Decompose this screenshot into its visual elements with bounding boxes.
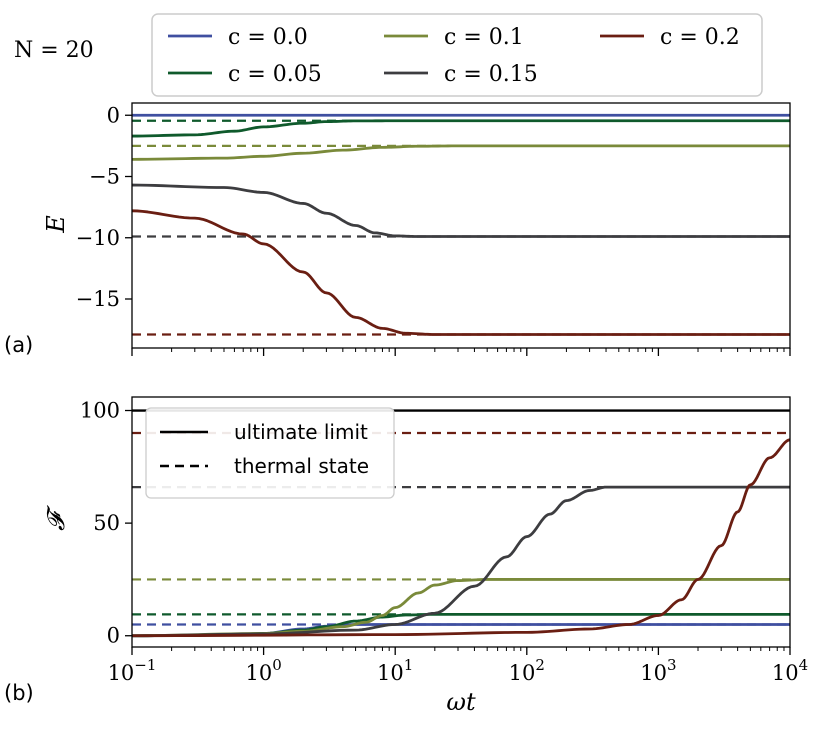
xtick-label: 104 bbox=[772, 656, 808, 685]
panel-b-legend-frame bbox=[145, 407, 395, 499]
legend-label-c-0-15: c = 0.15 bbox=[444, 62, 538, 87]
series-line-c-0-2 bbox=[132, 438, 790, 638]
panel-a: 0 −5 −10 −15 E (a) bbox=[4, 102, 791, 357]
legend-label-c-0-05: c = 0.05 bbox=[228, 62, 322, 87]
legend-label-ultimate-limit: ultimate limit bbox=[234, 420, 368, 444]
ytick-label: 0 bbox=[107, 103, 120, 127]
top-legend: c = 0.0 c = 0.05 c = 0.1 c = 0.15 c = 0.2 bbox=[151, 13, 763, 97]
series-line-c-0-2 bbox=[132, 209, 790, 336]
panel-a-ylabel: E bbox=[42, 215, 70, 234]
xtick-label: 10−1 bbox=[108, 656, 157, 685]
legend-label-c-0-2: c = 0.2 bbox=[660, 25, 740, 50]
xtick-label: 101 bbox=[377, 656, 413, 685]
panel-b-tag: (b) bbox=[4, 681, 34, 705]
legend-label-thermal-state: thermal state bbox=[234, 454, 369, 478]
ytick-label: 50 bbox=[93, 511, 120, 535]
ytick-label: −15 bbox=[76, 287, 120, 311]
xtick-label: 102 bbox=[509, 656, 545, 685]
legend-label-c-0-0: c = 0.0 bbox=[228, 25, 308, 50]
panel-a-tag: (a) bbox=[4, 333, 33, 357]
n-annotation: N = 20 bbox=[14, 38, 94, 63]
panel-b-xlabel: ωt bbox=[446, 688, 476, 716]
ytick-label: 100 bbox=[80, 399, 120, 423]
panel-b-frame bbox=[131, 396, 791, 648]
ytick-label: 0 bbox=[107, 624, 120, 648]
panel-b-ylabel: 𝓕 bbox=[42, 505, 70, 531]
panel-a-frame bbox=[131, 102, 791, 349]
top-legend-frame bbox=[151, 13, 763, 97]
panel-b: 0 50 100 10−1 100 101 102 103 104 𝓕 ωt (b) ultim… bbox=[4, 396, 808, 716]
ytick-label: −5 bbox=[89, 165, 120, 189]
xtick-label: 103 bbox=[640, 656, 676, 685]
series-line-c-0-05 bbox=[132, 119, 790, 138]
series-line-c-0-1 bbox=[132, 144, 790, 161]
ytick-label: −10 bbox=[76, 226, 120, 250]
series-line-c-0-15 bbox=[132, 485, 790, 638]
panel-a-plot-area bbox=[132, 113, 790, 336]
xtick-label: 100 bbox=[245, 656, 281, 685]
series-line-c-0-15 bbox=[132, 183, 790, 238]
legend-label-c-0-1: c = 0.1 bbox=[444, 25, 524, 50]
